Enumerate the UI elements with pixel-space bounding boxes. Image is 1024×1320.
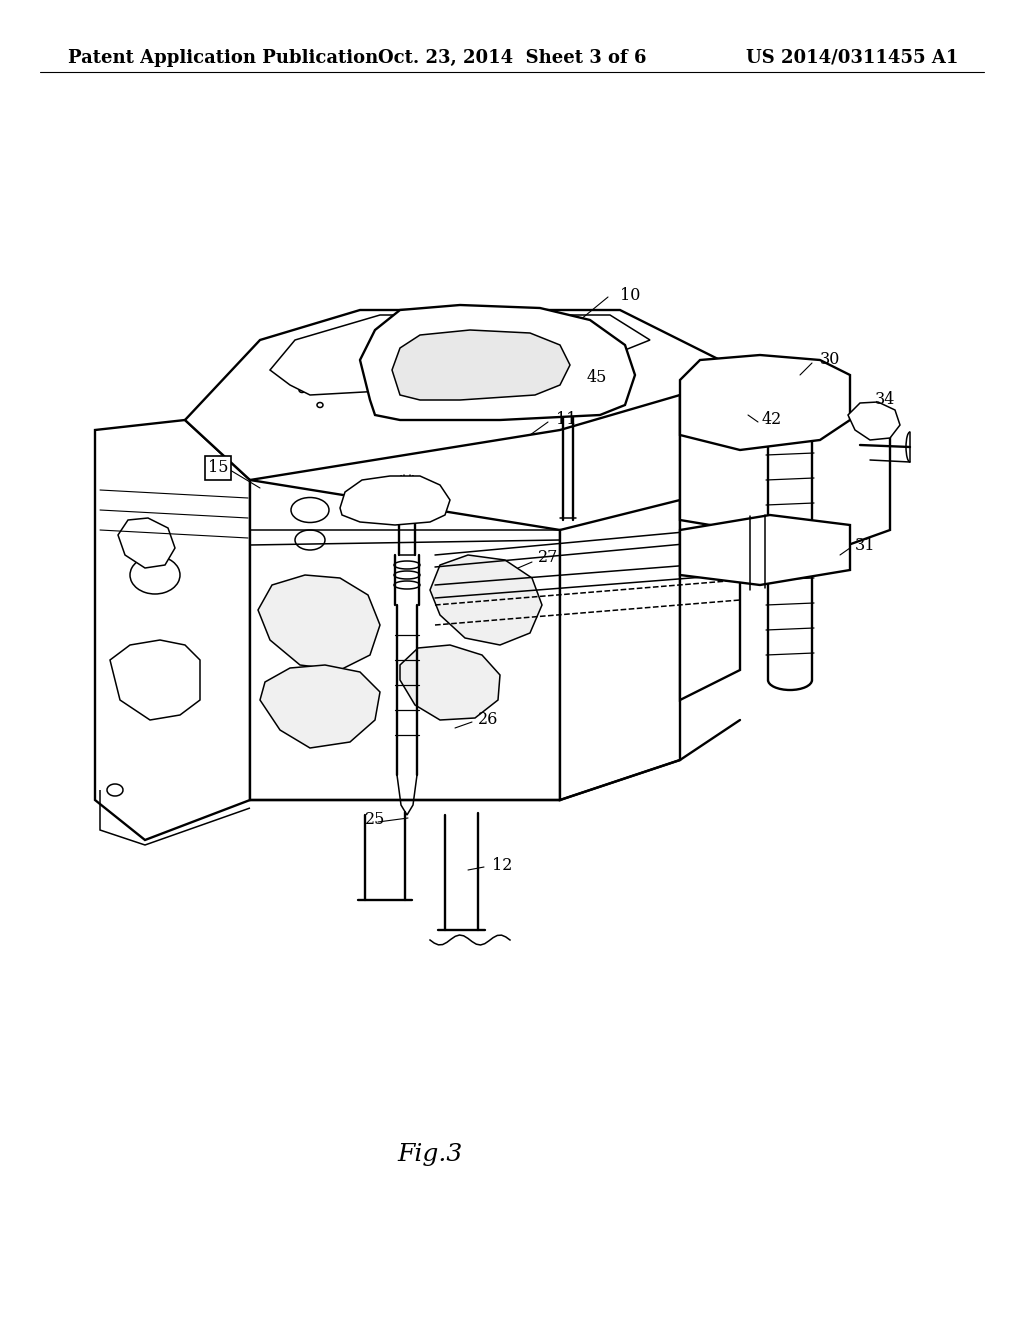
Text: 15: 15	[208, 459, 228, 477]
Polygon shape	[680, 355, 850, 450]
Text: 34: 34	[874, 392, 895, 408]
Polygon shape	[250, 480, 560, 800]
Text: 12: 12	[492, 857, 512, 874]
Polygon shape	[680, 370, 740, 700]
Polygon shape	[258, 576, 380, 671]
Text: Fig.3: Fig.3	[397, 1143, 463, 1167]
Polygon shape	[360, 305, 635, 420]
Polygon shape	[340, 477, 450, 525]
Polygon shape	[848, 403, 900, 440]
Text: 42: 42	[762, 412, 782, 429]
Polygon shape	[270, 315, 650, 395]
Polygon shape	[110, 640, 200, 719]
Text: 30: 30	[820, 351, 841, 368]
Polygon shape	[400, 645, 500, 719]
Text: 26: 26	[478, 711, 499, 729]
Polygon shape	[118, 517, 175, 568]
Polygon shape	[430, 554, 542, 645]
Text: US 2014/0311455 A1: US 2014/0311455 A1	[745, 49, 958, 67]
Text: 31: 31	[855, 536, 876, 553]
Polygon shape	[680, 370, 890, 554]
Text: Oct. 23, 2014  Sheet 3 of 6: Oct. 23, 2014 Sheet 3 of 6	[378, 49, 646, 67]
Polygon shape	[95, 420, 250, 840]
Text: 27: 27	[538, 549, 558, 566]
Polygon shape	[560, 500, 680, 800]
Polygon shape	[260, 665, 380, 748]
Polygon shape	[185, 310, 740, 480]
Text: 11: 11	[556, 412, 577, 429]
Polygon shape	[392, 330, 570, 400]
Text: 19: 19	[412, 494, 428, 507]
Text: 25: 25	[365, 812, 385, 829]
Text: 10: 10	[620, 286, 640, 304]
Polygon shape	[680, 515, 850, 585]
Text: 45: 45	[587, 370, 607, 387]
Text: Patent Application Publication: Patent Application Publication	[68, 49, 378, 67]
